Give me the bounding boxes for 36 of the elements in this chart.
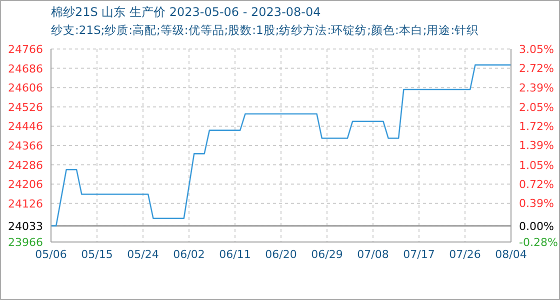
y-tick-label: 24286	[8, 158, 43, 172]
x-tick-label: 05/24	[127, 248, 159, 261]
y-tick-label: 24766	[8, 43, 43, 56]
y2-tick-label: 3.05%	[519, 43, 554, 56]
y-tick-label: 24126	[8, 197, 43, 210]
y2-tick-label: 2.72%	[519, 62, 554, 76]
y2-tick-label: 0.00%	[519, 220, 554, 233]
x-tick-label: 07/17	[403, 248, 435, 261]
x-tick-label: 06/11	[219, 248, 251, 261]
y-tick-label: 24366	[8, 140, 43, 152]
y2-tick-label: -0.28%	[519, 236, 558, 249]
line-series	[51, 64, 511, 226]
x-tick-label: 05/15	[81, 248, 113, 261]
y-tick-label: 24206	[8, 178, 43, 192]
x-tick-label: 08/04	[495, 248, 527, 261]
x-tick-label: 07/08	[357, 248, 389, 261]
x-tick-label: 06/20	[265, 248, 297, 261]
y2-tick-label: 0.72%	[519, 178, 554, 192]
x-tick-label: 05/06	[35, 248, 67, 261]
y2-tick-label: 1.72%	[519, 120, 554, 134]
chart-title: 棉纱21S 山东 生产价 2023-05-06 - 2023-08-04	[51, 4, 321, 21]
y-tick-label: 24606	[8, 82, 43, 95]
y-tick-label: 24686	[8, 62, 43, 76]
y-tick-label: 24033	[8, 220, 43, 233]
x-tick-label: 06/02	[173, 248, 205, 261]
y-tick-label: 23966	[8, 236, 43, 249]
x-tick-label: 06/29	[311, 248, 343, 261]
chart-subtitle: 纱支:21S;纱质:高配;等级:优等品;股数:1股;纺纱方法:环锭纺;颜色:本白;用途:针织	[51, 23, 479, 38]
x-tick-label: 07/26	[449, 248, 481, 261]
y-tick-label: 24526	[8, 100, 43, 114]
y2-tick-label: 2.39%	[519, 81, 554, 94]
y2-tick-label: 0.39%	[519, 197, 554, 210]
y2-tick-label: 1.39%	[519, 139, 554, 152]
y2-tick-label: 1.05%	[519, 158, 554, 172]
y2-tick-label: 2.05%	[519, 100, 554, 114]
y-tick-label: 24446	[8, 120, 43, 134]
